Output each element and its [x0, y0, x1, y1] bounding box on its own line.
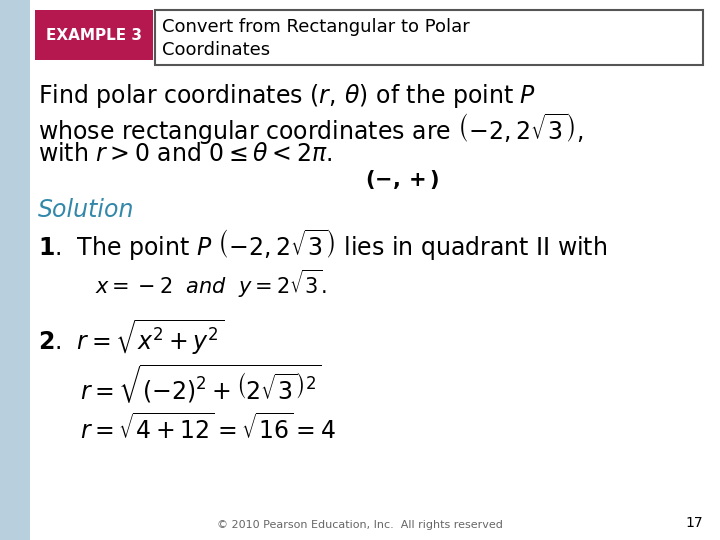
Text: $\mathbf{( -, +)}$: $\mathbf{( -, +)}$: [365, 168, 439, 191]
Text: Convert from Rectangular to Polar: Convert from Rectangular to Polar: [162, 18, 469, 36]
Text: $x = -2$  and  $y = 2\sqrt{3}.$: $x = -2$ and $y = 2\sqrt{3}.$: [95, 268, 327, 300]
Text: Solution: Solution: [38, 198, 135, 222]
Text: EXAMPLE 3: EXAMPLE 3: [46, 29, 142, 44]
Bar: [35, 10, 153, 60]
Text: $\mathbf{2}$.  $r = \sqrt{x^2 + y^2}$: $\mathbf{2}$. $r = \sqrt{x^2 + y^2}$: [38, 318, 224, 359]
Text: 17: 17: [685, 516, 703, 530]
Bar: [155, 10, 703, 65]
Text: Coordinates: Coordinates: [162, 41, 270, 59]
Text: with $r > 0$ and $0 \leq \theta < 2\pi.$: with $r > 0$ and $0 \leq \theta < 2\pi.$: [38, 142, 333, 166]
Bar: [0, 0, 30, 540]
Text: whose rectangular coordinates are $\left(-2, 2\sqrt{3}\right),$: whose rectangular coordinates are $\left…: [38, 112, 583, 147]
Text: Find polar coordinates $(r,\, \theta)$ of the point $P$: Find polar coordinates $(r,\, \theta)$ o…: [38, 82, 536, 110]
Text: $r = \sqrt{4 + 12} = \sqrt{16} = 4$: $r = \sqrt{4 + 12} = \sqrt{16} = 4$: [80, 413, 336, 443]
Text: $r = \sqrt{(-2)^2 + \left(2\sqrt{3}\right)^2}$: $r = \sqrt{(-2)^2 + \left(2\sqrt{3}\righ…: [80, 363, 322, 406]
Text: $\mathbf{1}$.  The point $P$ $\left(-2, 2\sqrt{3}\right)$ lies in quadrant II wi: $\mathbf{1}$. The point $P$ $\left(-2, 2…: [38, 228, 607, 264]
Text: © 2010 Pearson Education, Inc.  All rights reserved: © 2010 Pearson Education, Inc. All right…: [217, 520, 503, 530]
